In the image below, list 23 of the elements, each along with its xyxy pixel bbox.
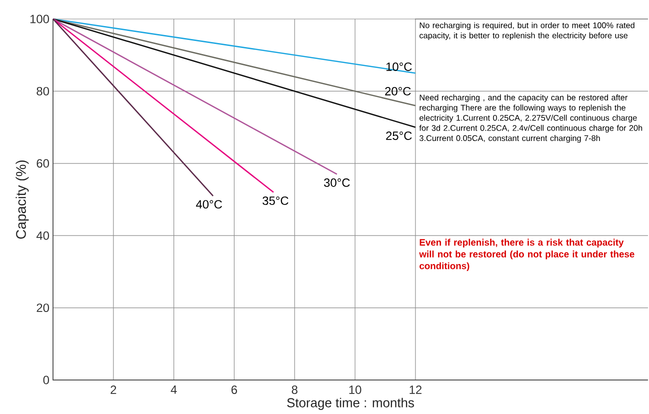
series-label: 10°C — [386, 62, 412, 71]
series-label: 20°C — [385, 86, 411, 96]
x-axis-title: Storage time : months — [287, 398, 414, 410]
x-tick-label: 6 — [232, 386, 238, 394]
x-tick-label: 10 — [349, 386, 362, 394]
x-tick-label: 2 — [110, 386, 116, 394]
y-tick-label: 20 — [36, 304, 50, 312]
y-axis-title: Capacity (%) — [16, 160, 29, 239]
y-tick-label: 60 — [36, 159, 50, 168]
y-tick-label: 0 — [43, 376, 50, 384]
x-tick-label: 12 — [410, 386, 422, 394]
x-tick-label: 4 — [170, 386, 177, 394]
y-tick-label: 40 — [36, 231, 50, 240]
series-label: 35°C — [262, 196, 288, 205]
series-label: 30°C — [324, 178, 350, 187]
y-tick-label: 100 — [30, 14, 50, 24]
series-label: 40°C — [196, 200, 222, 209]
series-label: 25°C — [386, 132, 412, 140]
annotation: No recharging is required, but in order to meet 100% rated capacity, it is better to replenish the electricity before use — [420, 22, 634, 40]
annotation: Need recharging , and the capacity can be restored after recharging There are the following ways to replenish the electricity 1.Current 0.25CA, 2.275V/Cell continuous charge for 3d 2.Current 0.25CA, 2.4v/Cell continuous charge for 20h 3.Current 0.05CA, constant current charging 7-8h — [419, 94, 642, 143]
x-tick-label: 8 — [292, 386, 298, 394]
y-tick-label: 80 — [36, 86, 50, 96]
annotation: Even if replenish, there is a risk that capacity will not be restored (do not place it under these conditions) — [419, 238, 634, 272]
